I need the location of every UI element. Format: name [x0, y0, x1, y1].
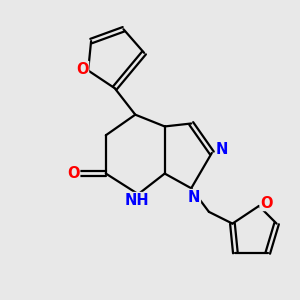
- Text: NH: NH: [124, 193, 149, 208]
- Text: O: O: [67, 166, 80, 181]
- Text: O: O: [260, 196, 273, 211]
- Text: N: N: [216, 142, 228, 158]
- Text: O: O: [76, 61, 88, 76]
- Text: N: N: [188, 190, 200, 205]
